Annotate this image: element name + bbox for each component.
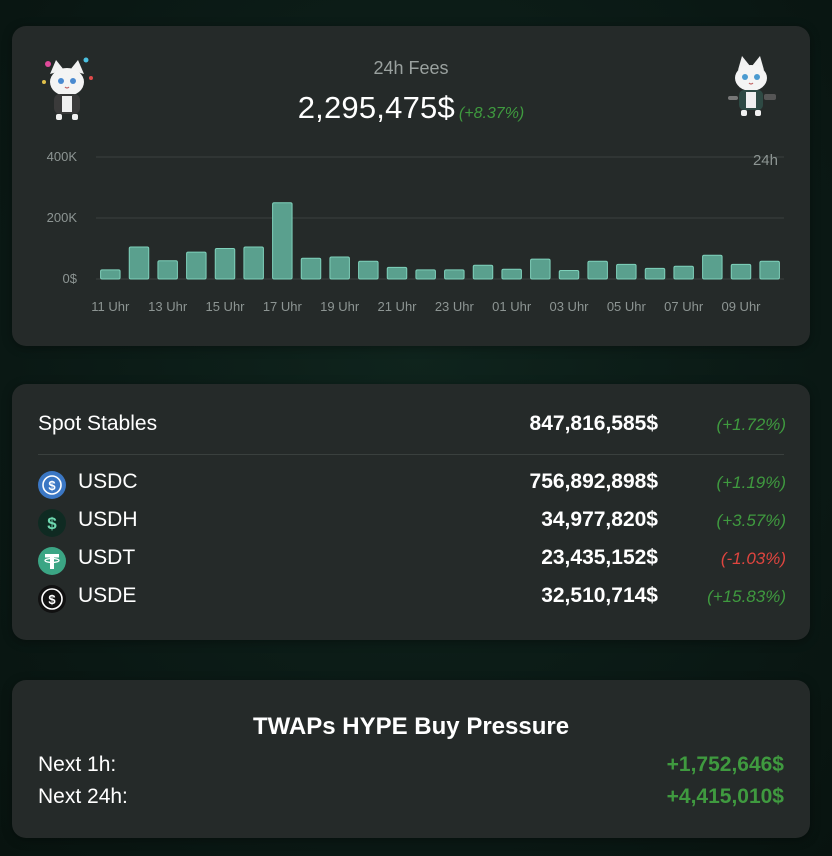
bar[interactable]: [759, 260, 780, 280]
x-tick-label: 23 Uhr: [435, 299, 475, 314]
x-tick-label: 17 Uhr: [263, 299, 303, 314]
fees-bar-chart: 0$ 200K 400K 24h 11 Uhr 13 Uhr 15 Uhr 17 Uhr 19 …: [47, 149, 784, 314]
bar[interactable]: [415, 269, 436, 280]
svg-text:$: $: [48, 592, 56, 607]
bar[interactable]: [329, 256, 350, 280]
fees-change: (+8.37%): [458, 105, 525, 122]
x-tick-label: 07 Uhr: [664, 299, 704, 314]
stable-row-usdc: $ USDC 756,892,898$ (+1.19%): [12, 470, 810, 504]
y-tick-label: 0$: [63, 271, 78, 286]
bar[interactable]: [616, 263, 637, 280]
cat-mascot-icon: [36, 52, 98, 122]
usde-icon: $: [38, 585, 66, 613]
bar[interactable]: [386, 266, 408, 280]
bar[interactable]: [702, 254, 723, 280]
stable-value: 34,977,820$: [541, 508, 658, 531]
stable-value: 32,510,714$: [541, 584, 658, 607]
usdc-icon: $: [38, 471, 66, 499]
stable-label: USDT: [78, 546, 136, 569]
bar[interactable]: [214, 248, 236, 280]
twap-value: +1,752,646$: [666, 753, 784, 776]
stable-label: USDH: [78, 508, 138, 531]
twap-label: Next 24h:: [38, 785, 128, 808]
cat-barista-icon: [720, 50, 782, 120]
stable-row-usdt: USDT 23,435,152$ (-1.03%): [12, 546, 810, 580]
stable-change: (-1.03%): [720, 549, 786, 568]
bar[interactable]: [444, 269, 465, 280]
svg-text:$: $: [47, 514, 57, 533]
bar[interactable]: [186, 251, 207, 280]
bar[interactable]: [558, 269, 580, 280]
fees-value-row: 2,295,475$ (+8.37%): [12, 90, 810, 126]
stable-row-usde: $ USDE 32,510,714$ (+15.83%): [12, 584, 810, 618]
stable-change: (+3.57%): [716, 511, 786, 530]
x-tick-label: 15 Uhr: [205, 299, 245, 314]
bar[interactable]: [128, 246, 150, 280]
x-tick-label: 09 Uhr: [721, 299, 761, 314]
bar[interactable]: [644, 267, 666, 280]
usdt-icon: [38, 547, 66, 575]
range-label: 24h: [753, 152, 778, 169]
stable-row-usdh: $ USDH 34,977,820$ (+3.57%): [12, 508, 810, 542]
stables-card: Spot Stables 847,816,585$ (+1.72%) $ USD…: [12, 384, 810, 640]
bar[interactable]: [673, 265, 694, 280]
stable-change: (+1.19%): [716, 473, 786, 492]
twap-row-24h: Next 24h: +4,415,010$: [38, 785, 784, 815]
y-tick-label: 400K: [47, 149, 78, 164]
bar[interactable]: [730, 263, 752, 280]
fees-card: 0$ 200K 400K 24h 11 Uhr 13 Uhr 15 Uhr 17 Uhr 19 …: [12, 26, 810, 346]
twap-row-1h: Next 1h: +1,752,646$: [38, 753, 784, 783]
bar[interactable]: [157, 260, 178, 280]
stable-value: 23,435,152$: [541, 546, 658, 569]
x-tick-label: 01 Uhr: [492, 299, 532, 314]
stable-label: USDC: [78, 470, 138, 493]
stables-total-row: Spot Stables 847,816,585$ (+1.72%): [12, 412, 810, 446]
twap-label: Next 1h:: [38, 753, 117, 776]
y-tick-label: 200K: [47, 210, 78, 225]
usdh-icon: $: [38, 509, 66, 537]
bar[interactable]: [472, 264, 494, 280]
fees-title: 24h Fees: [373, 58, 449, 78]
x-tick-label: 13 Uhr: [148, 299, 188, 314]
x-tick-label: 05 Uhr: [607, 299, 647, 314]
bar[interactable]: [530, 258, 551, 280]
stables-total-change: (+1.72%): [716, 415, 786, 434]
twap-title: TWAPs HYPE Buy Pressure: [252, 713, 570, 740]
stables-total-label: Spot Stables: [38, 412, 158, 435]
stables-total-value: 847,816,585$: [529, 412, 658, 435]
x-tick-label: 19 Uhr: [320, 299, 360, 314]
x-tick-label: 11 Uhr: [91, 299, 130, 314]
bar[interactable]: [501, 268, 522, 280]
bar[interactable]: [243, 246, 264, 280]
bar[interactable]: [300, 257, 322, 280]
bar[interactable]: [100, 269, 121, 280]
stable-label: USDE: [78, 584, 137, 607]
twap-card: TWAPs HYPE Buy Pressure Next 1h: +1,752,…: [12, 680, 810, 838]
fees-value: 2,295,475$: [297, 90, 455, 125]
bar[interactable]: [272, 202, 293, 280]
x-tick-label: 03 Uhr: [549, 299, 589, 314]
x-tick-label: 21 Uhr: [377, 299, 417, 314]
stable-value: 756,892,898$: [529, 470, 658, 493]
bar[interactable]: [587, 260, 608, 280]
svg-text:$: $: [48, 478, 56, 493]
stable-change: (+15.83%): [707, 587, 786, 606]
twap-value: +4,415,010$: [666, 785, 784, 808]
bar[interactable]: [358, 260, 379, 280]
divider: [38, 454, 784, 455]
